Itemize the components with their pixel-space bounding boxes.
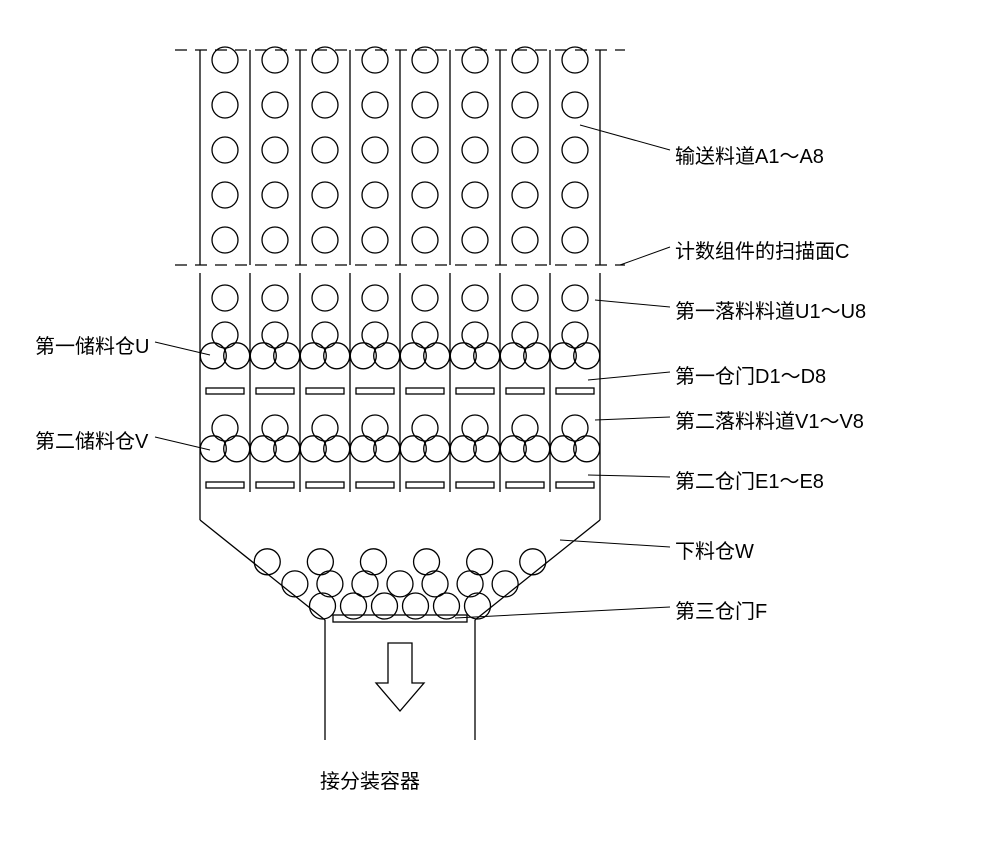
label-discharge-bin: 下料仓W <box>675 535 754 564</box>
label-first-drop-channels: 第一落料料道U1～U8 <box>675 295 866 324</box>
label-second-storage: 第二储料仓V <box>35 425 148 454</box>
label-conveyor-channels: 输送料道A1～A8 <box>675 140 824 169</box>
label-first-doors: 第一仓门D1～D8 <box>675 360 826 389</box>
label-scan-plane: 计数组件的扫描面C <box>675 235 849 264</box>
label-third-door: 第三仓门F <box>675 595 767 624</box>
label-second-doors: 第二仓门E1～E8 <box>675 465 824 494</box>
diagram-container: 输送料道A1～A8 计数组件的扫描面C 第一落料料道U1～U8 第一储料仓U 第… <box>20 20 980 840</box>
label-receiving-container: 接分装容器 <box>320 765 420 794</box>
label-first-storage: 第一储料仓U <box>35 330 149 359</box>
label-second-drop-channels: 第二落料料道V1～V8 <box>675 405 864 434</box>
